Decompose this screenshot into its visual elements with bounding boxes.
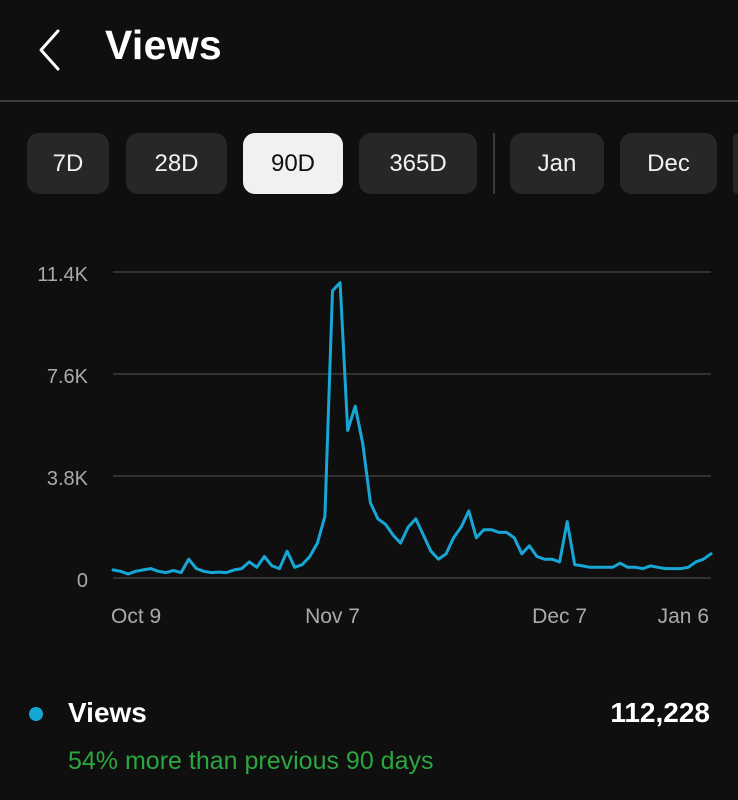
chip-28d[interactable]: 28D xyxy=(126,133,227,194)
chip-365d[interactable]: 365D xyxy=(359,133,477,194)
series-label: Views xyxy=(68,697,147,728)
chip-separator xyxy=(493,133,495,194)
y-tick-label: 11.4K xyxy=(37,264,88,286)
series-legend-dot xyxy=(29,707,43,721)
x-tick-label: Dec 7 xyxy=(532,605,587,628)
y-tick-label: 0 xyxy=(77,570,88,592)
comparison-text: 54% more than previous 90 days xyxy=(68,747,434,775)
y-tick-label: 3.8K xyxy=(47,468,89,490)
chip-jan[interactable]: Jan xyxy=(510,133,604,194)
header-divider xyxy=(0,100,738,102)
views-line-chart: 11.4K 7.6K 3.8K 0 Oct 9 Nov 7 Dec 7 Jan 6 xyxy=(37,264,713,628)
chip-7d[interactable]: 7D xyxy=(27,133,109,194)
chip-overflow[interactable] xyxy=(733,133,738,194)
y-tick-label: 7.6K xyxy=(47,366,89,388)
x-tick-label: Jan 6 xyxy=(658,605,709,628)
views-total: 112,228 xyxy=(610,697,710,728)
back-button[interactable] xyxy=(30,26,70,74)
chip-90d[interactable]: 90D xyxy=(243,133,343,194)
x-tick-label: Nov 7 xyxy=(305,605,360,628)
header: Views xyxy=(0,0,738,100)
views-series-line xyxy=(111,281,713,576)
chevron-left-icon xyxy=(39,29,60,71)
page-title: Views xyxy=(105,22,222,68)
x-tick-label: Oct 9 xyxy=(111,605,161,628)
chip-dec[interactable]: Dec xyxy=(620,133,717,194)
date-range-chips: 7D 28D 90D 365D Jan Dec xyxy=(0,133,738,194)
